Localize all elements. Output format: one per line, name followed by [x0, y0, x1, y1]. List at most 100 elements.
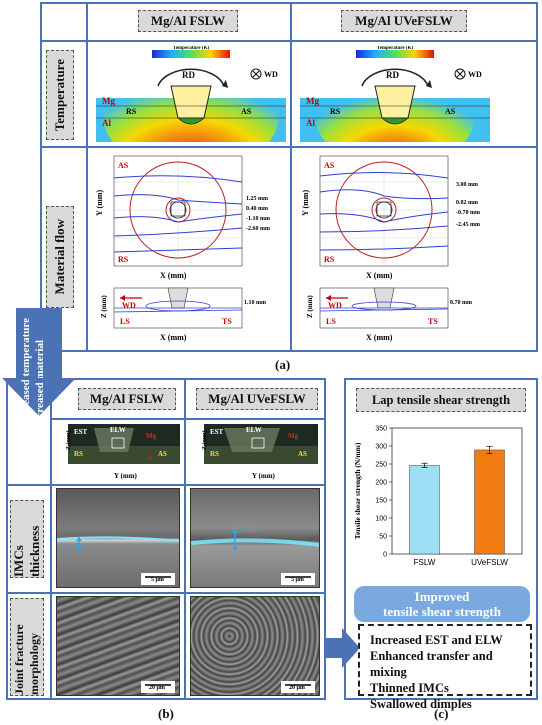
y-tick-label: 0 — [383, 552, 387, 559]
svg-text:AS: AS — [118, 161, 129, 170]
temperature-legend-title: Temperature (K) — [173, 46, 210, 51]
right-arrow-icon — [326, 628, 360, 668]
svg-text:3.00 mm: 3.00 mm — [456, 182, 478, 188]
panel-b-grid-v1 — [50, 378, 52, 700]
conclusion-item: Enhanced transfer and mixing — [370, 649, 493, 679]
svg-text:X (mm): X (mm) — [366, 271, 393, 280]
svg-text:EST: EST — [74, 428, 88, 436]
svg-text:-2.60 mm: -2.60 mm — [246, 226, 270, 232]
conclusion-item: Swallowed dimples — [370, 697, 472, 711]
svg-text:Y (mm): Y (mm) — [114, 472, 138, 480]
conclusion-item: Increased EST and ELW — [370, 633, 503, 647]
caption-b: (b) — [158, 706, 174, 721]
y-tick-label: 150 — [375, 498, 387, 505]
temperature-map-uvefslw: Temperature (K) RD WD Mg Al RS AS — [300, 46, 490, 142]
sem-imc-uvefslw: 1.2 μm 5 μm — [190, 488, 320, 588]
svg-text:EST: EST — [210, 428, 224, 436]
conclusion-list: Increased EST and ELW Enhanced transfer … — [358, 624, 532, 711]
y-tick-label: 50 — [379, 534, 387, 541]
svg-text:LS: LS — [326, 317, 336, 326]
svg-text:RS: RS — [324, 255, 335, 264]
svg-text:-1.10 mm: -1.10 mm — [246, 216, 270, 222]
svg-text:RS: RS — [74, 450, 83, 458]
side-view-plot-fslw: WD LS TS Z (mm) X (mm) 1.10 mm — [100, 287, 266, 342]
svg-text:RS: RS — [118, 255, 129, 264]
svg-text:WD: WD — [328, 301, 342, 310]
svg-text:Mg: Mg — [288, 432, 299, 440]
svg-text:Z (mm): Z (mm) — [201, 431, 208, 451]
y-tick-label: 350 — [375, 426, 387, 433]
svg-text:Y (mm): Y (mm) — [301, 190, 310, 216]
svg-text:Al: Al — [306, 118, 315, 128]
col-header-uvefslw-b: Mg/Al UVeFSLW — [196, 388, 318, 410]
svg-text:ELW: ELW — [110, 426, 126, 434]
al-label: Al — [102, 118, 111, 128]
svg-text:AS: AS — [445, 107, 456, 116]
improved-banner: Improved tensile shear strength — [354, 586, 530, 622]
temperature-map-fslw: Temperature (K) RD WD Mg Al RS AS — [96, 46, 286, 142]
svg-text:Mg: Mg — [146, 432, 157, 440]
svg-text:WD: WD — [468, 70, 482, 79]
svg-text:RS: RS — [330, 107, 341, 116]
svg-text:RD: RD — [386, 70, 399, 80]
scale-bar-5um-fslw: 5 μm — [151, 577, 164, 583]
svg-text:1.25 mm: 1.25 mm — [246, 196, 268, 202]
panel-b — [6, 378, 326, 700]
svg-text:X (mm): X (mm) — [160, 333, 187, 342]
row-label-material-flow: Material flow — [46, 206, 74, 308]
panel-c-title: Lap tensile shear strength — [356, 388, 526, 412]
panel-b-grid-h3 — [6, 592, 326, 594]
svg-text:Z (mm): Z (mm) — [306, 295, 314, 318]
svg-text:-2.45 mm: -2.45 mm — [456, 222, 480, 228]
svg-text:0.82 mm: 0.82 mm — [456, 200, 478, 206]
sem-imc-fslw: 1.7 μm 5 μm — [56, 488, 180, 588]
scale-bar-20um-uvefslw: 20 μm — [289, 685, 305, 691]
svg-text:0.70 mm: 0.70 mm — [450, 300, 472, 306]
caption-a: (a) — [275, 357, 291, 372]
x-tick-label: UVeFSLW — [471, 558, 508, 567]
bar-fslw — [409, 465, 440, 555]
svg-text:Al: Al — [146, 456, 152, 462]
svg-text:Mg: Mg — [306, 96, 319, 106]
svg-text:ELW: ELW — [246, 426, 262, 434]
scale-bar-5um-uvefslw: 5 μm — [291, 577, 304, 583]
panel-a — [40, 2, 538, 352]
panel-a-grid-h2 — [40, 146, 538, 148]
svg-text:Temperature (K): Temperature (K) — [377, 46, 414, 51]
svg-text:LS: LS — [120, 317, 130, 326]
sem-fracture-uvefslw: 20 μm — [190, 596, 320, 696]
mg-label: Mg — [102, 96, 115, 106]
imc-thickness-fslw: 1.7 μm — [61, 545, 83, 552]
conclusion-item: Thinned IMCs — [370, 681, 449, 695]
bar-uvefslw — [474, 449, 505, 555]
y-axis-label: Tensile shear strength (N/mm) — [353, 442, 362, 539]
panel-a-grid-v1 — [86, 2, 88, 352]
panel-b-grid-h2 — [6, 484, 326, 486]
panel-a-grid-h1 — [40, 40, 538, 42]
svg-text:TS: TS — [428, 317, 438, 326]
svg-text:WD: WD — [122, 301, 136, 310]
row-label-temperature: Temperature — [46, 50, 74, 140]
svg-text:Z (mm): Z (mm) — [100, 295, 108, 318]
tensile-strength-chart: 0 50 100 150 200 250 300 350 FSLW UVeFSLW Tensile … — [353, 426, 523, 567]
row-label-fracture-morphology: Joint fracture morphology — [10, 598, 44, 696]
side-view-plot-uvefslw: WD LS TS Z (mm) X (mm) 0.70 mm — [306, 287, 472, 342]
imc-thickness-uvefslw: 1.2 μm — [239, 527, 261, 534]
y-tick-label: 250 — [375, 462, 387, 469]
svg-text:RS: RS — [210, 450, 219, 458]
y-tick-label: 100 — [375, 516, 387, 523]
svg-text:0.40 mm: 0.40 mm — [246, 206, 268, 212]
y-tick-label: 300 — [375, 444, 387, 451]
x-tick-label: FSLW — [414, 558, 436, 567]
material-flow-plot-fslw: Y (mm) AS RS X (mm) 1.25 mm 0.40 mm -1.1… — [95, 155, 270, 280]
panel-b-grid-v2 — [184, 378, 186, 700]
cross-section-fslw: EST ELW Mg RS AS Al Z (mm) Y (mm) — [65, 424, 180, 480]
svg-text:AS: AS — [298, 450, 307, 458]
panel-c — [344, 378, 538, 700]
col-header-uvefslw: Mg/Al UVeFSLW — [341, 10, 467, 32]
rs-label: RS — [126, 107, 137, 116]
svg-text:-0.70 mm: -0.70 mm — [456, 210, 480, 216]
panel-b-grid-h1 — [50, 418, 326, 420]
cross-section-uvefslw: EST ELW Mg RS AS Z (mm) Y (mm) — [201, 424, 318, 480]
rd-label: RD — [182, 70, 195, 80]
